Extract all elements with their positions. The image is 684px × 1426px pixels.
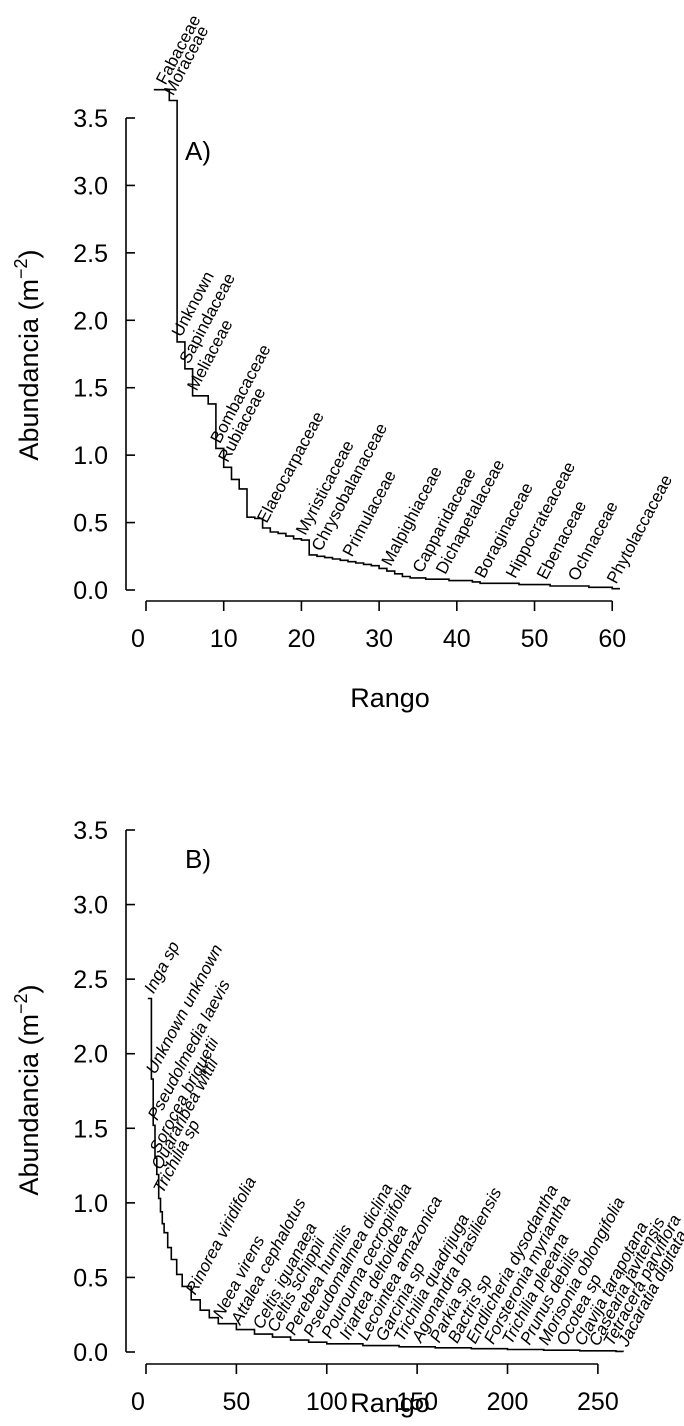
annotation-label: Phytolaccaceae [603, 472, 676, 587]
y-tick-label: 3.0 [73, 172, 108, 200]
series-step-line [147, 997, 624, 1353]
x-axis-title: Rango [350, 683, 430, 713]
x-tick-label: 40 [443, 625, 471, 653]
y-axis-title-text: Abundancia (m [14, 1014, 44, 1196]
y-tick-label: 1.5 [73, 375, 108, 403]
x-tick-label: 60 [598, 625, 626, 653]
y-tick-label: 2.0 [73, 1041, 108, 1069]
y-axis-title-sup: −2 [11, 993, 31, 1014]
y-tick-label: 2.5 [73, 240, 108, 268]
panel-label: A) [185, 136, 211, 166]
y-axis-title: Abundancia (m−2) [11, 984, 44, 1195]
x-tick-label: 30 [365, 625, 393, 653]
annotation-label: Inga sp [140, 938, 183, 996]
y-axis-title-close: ) [14, 984, 44, 993]
panel-a: 0.0 0.5 1.0 1.5 2.0 2.5 3.0 3.5 0 10 20 30 40 50 60 Ran… [11, 12, 676, 713]
y-tick-label: 2.5 [73, 966, 108, 994]
y-tick-label: 1.0 [73, 442, 108, 470]
y-tick-label: 3.5 [73, 817, 108, 845]
y-tick-label: 0.5 [73, 1264, 108, 1292]
panel-b: 0.0 0.5 1.0 1.5 2.0 2.5 3.0 3.5 0 50 100 150 200 250 R… [11, 817, 684, 1418]
x-tick-label: 20 [288, 625, 316, 653]
y-tick-label: 1.0 [73, 1190, 108, 1218]
y-axis-title-close: ) [14, 249, 44, 258]
x-tick-label: 10 [210, 625, 238, 653]
series-step-line [153, 88, 620, 590]
y-tick-label: 3.0 [73, 892, 108, 920]
y-tick-label: 3.5 [73, 105, 108, 133]
y-axis-title: Abundancia (m−2) [11, 249, 44, 460]
x-tick-label: 50 [521, 625, 549, 653]
panel-label: B) [185, 844, 211, 874]
y-axis-title-sup: −2 [11, 258, 31, 279]
y-tick-label: 0.0 [73, 1339, 108, 1367]
y-tick-label: 0.5 [73, 510, 108, 538]
x-tick-label: 0 [131, 1388, 145, 1416]
y-tick-label: 0.0 [73, 577, 108, 605]
x-tick-label: 100 [306, 1388, 348, 1416]
y-tick-label: 1.5 [73, 1115, 108, 1143]
y-tick-label: 2.0 [73, 307, 108, 335]
x-tick-label: 150 [396, 1388, 438, 1416]
x-tick-label: 250 [577, 1388, 619, 1416]
x-tick-label: 50 [222, 1388, 250, 1416]
x-axis-title: Rango [350, 1388, 430, 1418]
x-tick-label: 0 [131, 625, 145, 653]
x-tick-label: 200 [487, 1388, 529, 1416]
y-axis-title-text: Abundancia (m [14, 279, 44, 461]
